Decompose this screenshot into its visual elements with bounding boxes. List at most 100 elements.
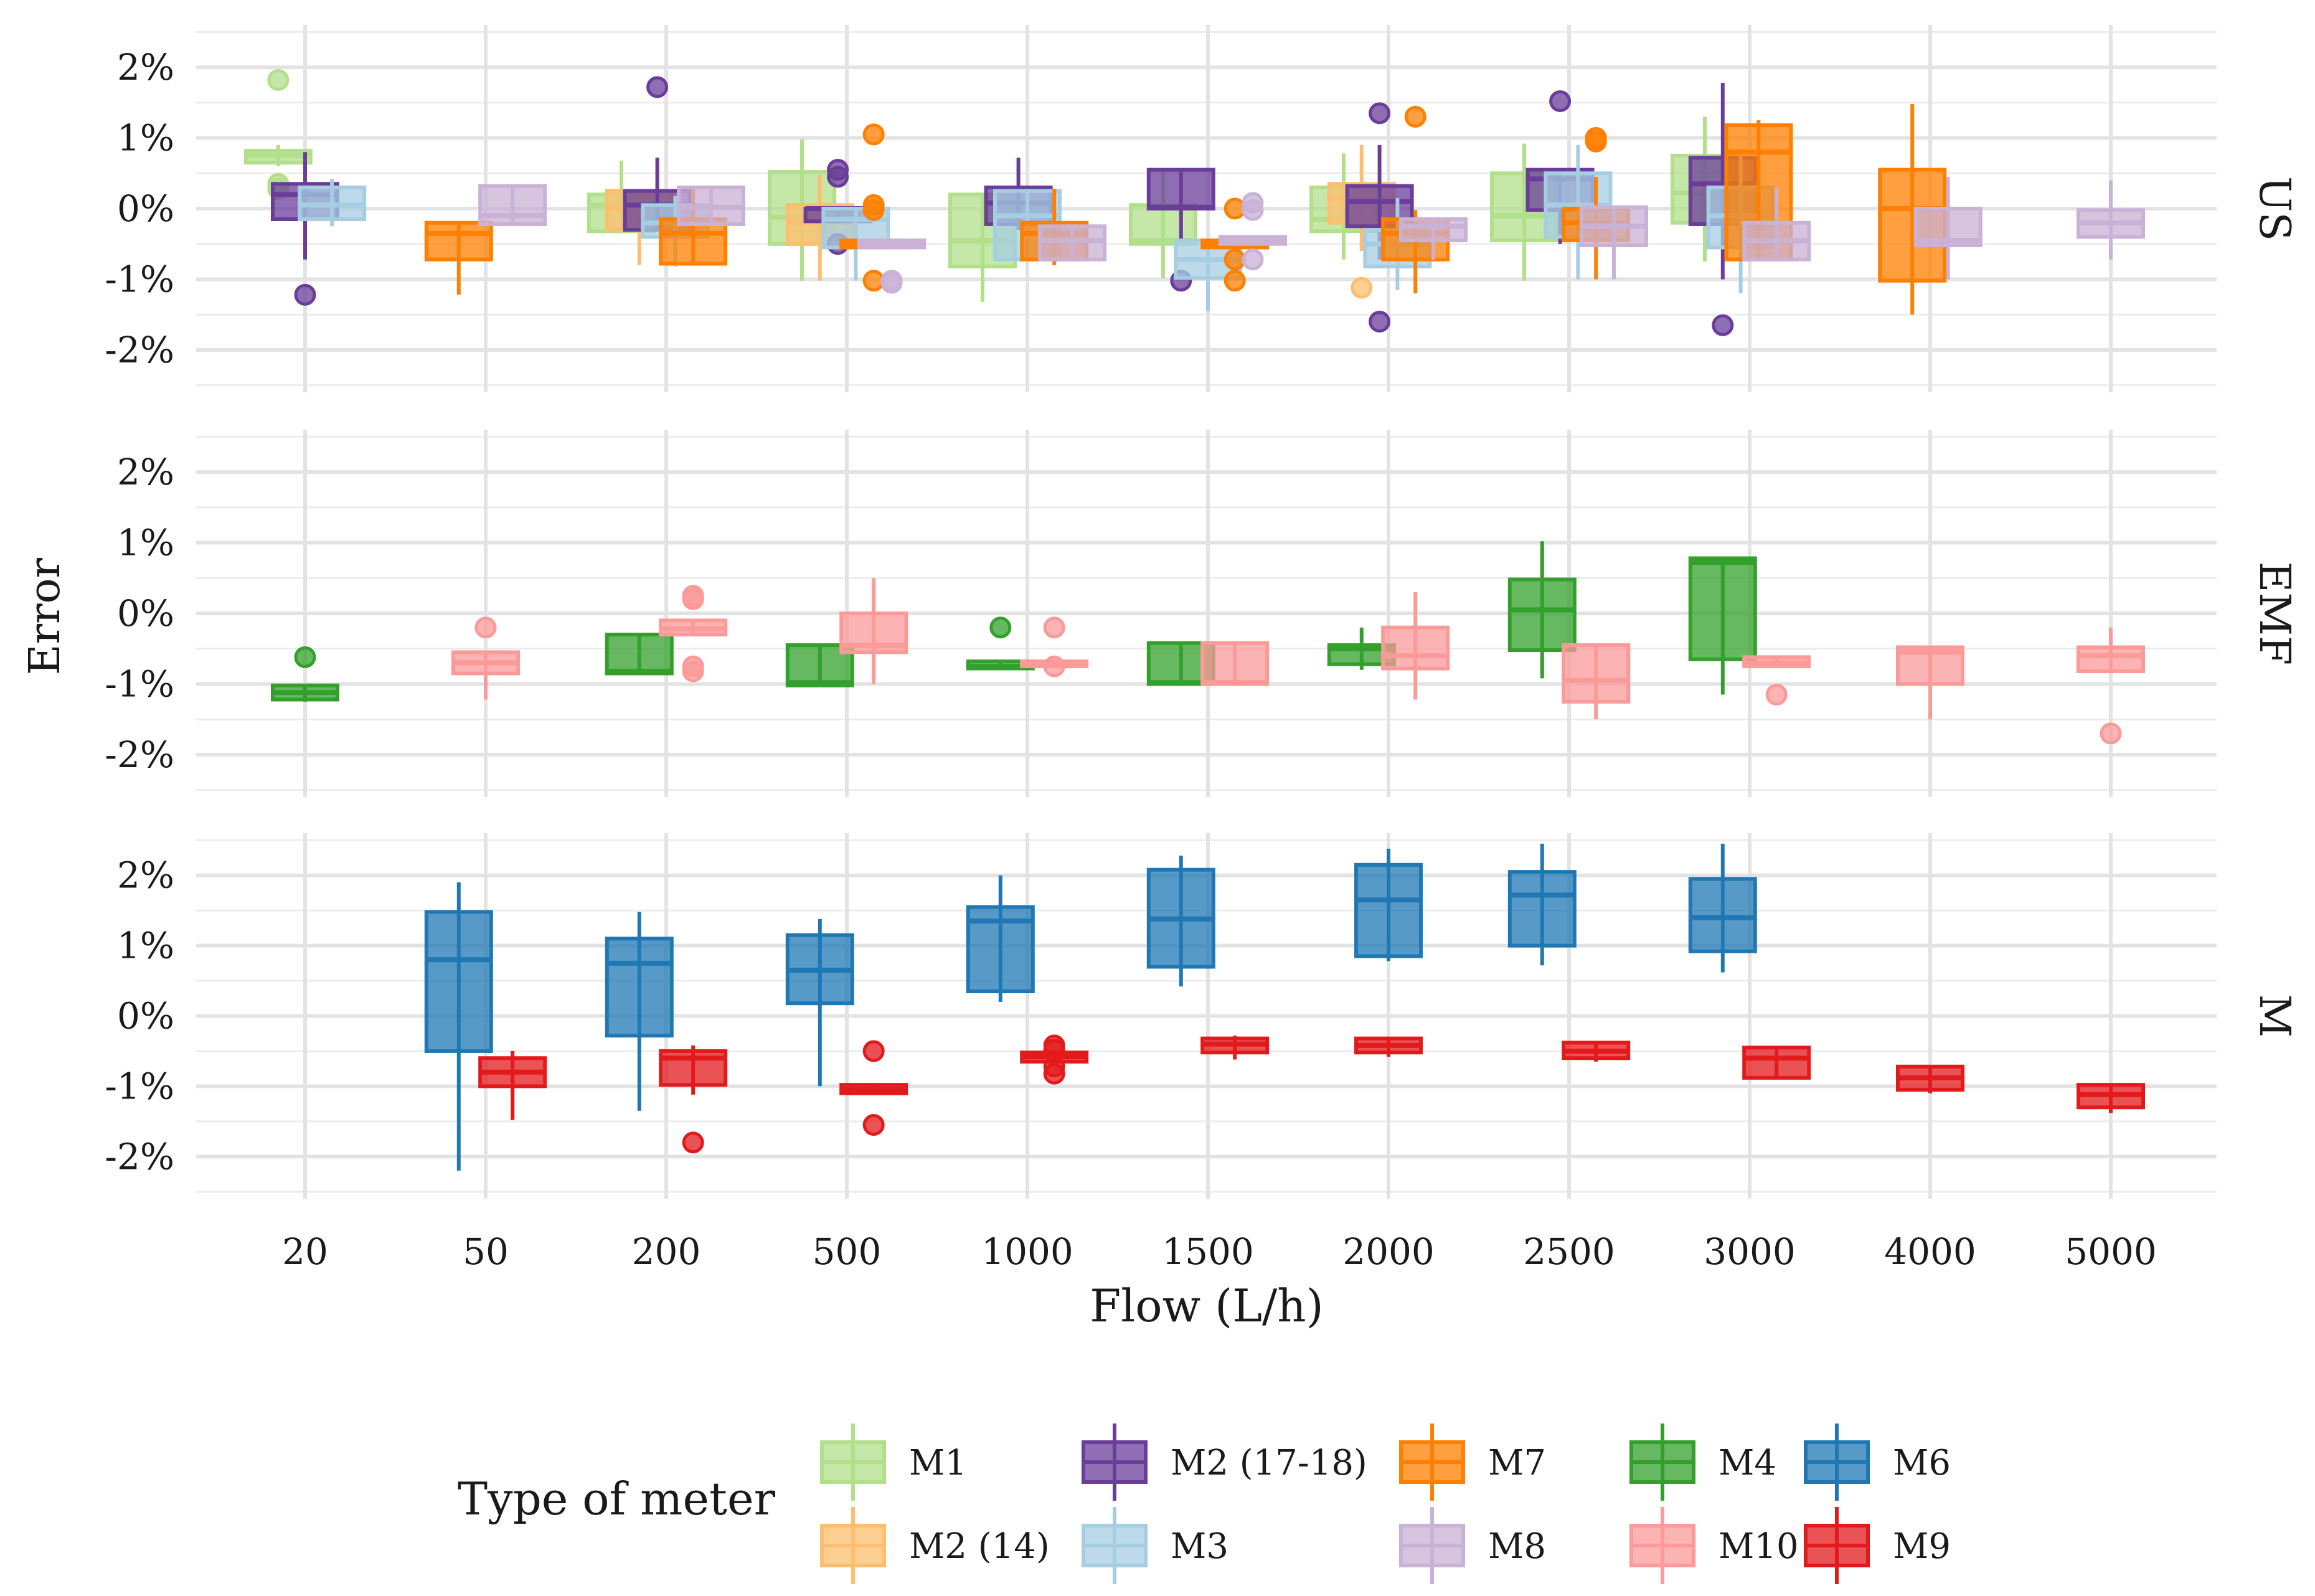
box-m9-2000: [1354, 1036, 1423, 1057]
x-tick-label: 4000: [1884, 1230, 1976, 1273]
outlier-point: [827, 166, 849, 188]
box-m7-200: [659, 187, 728, 266]
x-axis-title: Flow (L/h): [1090, 1280, 1323, 1332]
panel-label: M: [2250, 994, 2299, 1038]
outlier-point: [1242, 199, 1264, 221]
outlier-point: [1369, 311, 1391, 333]
box-m8-2000: [1399, 217, 1468, 260]
box-m8-3000: [1742, 187, 1811, 262]
box: [1200, 641, 1270, 686]
legend-label: M6: [1893, 1443, 1951, 1483]
y-tick-label: -1%: [105, 258, 174, 300]
outlier-point: [862, 199, 885, 221]
box-m9-50: [478, 1051, 547, 1120]
outlier-point: [1585, 130, 1607, 153]
legend-key: [1082, 1507, 1148, 1584]
outlier-point: [1224, 270, 1246, 292]
box-m6-50: [424, 882, 493, 1171]
outlier-point: [862, 270, 885, 292]
box-m10-1000: [1020, 616, 1089, 678]
box: [424, 910, 493, 1053]
box-m6-500: [785, 918, 854, 1087]
box-m4-200: [605, 633, 674, 676]
outlier-point: [1224, 248, 1246, 271]
panel-label: EMF: [2250, 562, 2299, 665]
legend-label: M9: [1893, 1526, 1951, 1567]
y-tick-label: -2%: [105, 329, 174, 371]
box-m9-3000: [1742, 1046, 1811, 1080]
box: [1399, 217, 1468, 243]
legend-key: [1629, 1507, 1695, 1584]
box-m7-50: [424, 220, 493, 295]
box-m8-50: [478, 184, 547, 226]
y-tick-label: 0%: [117, 187, 174, 230]
box-m9-4000: [1896, 1064, 1964, 1093]
outlier-point: [880, 272, 903, 294]
box-m6-1000: [966, 875, 1035, 1002]
outlier-point: [1404, 106, 1426, 128]
y-axis-title: Error: [21, 557, 70, 675]
legend-label: M10: [1719, 1526, 1799, 1567]
box-m8-1500: [1219, 192, 1287, 271]
outlier-point: [294, 646, 316, 668]
x-tick-label: 500: [813, 1230, 882, 1273]
y-tick-label: 2%: [117, 451, 174, 493]
box: [1381, 625, 1450, 671]
box-m6-200: [605, 912, 674, 1111]
box-m6-2500: [1507, 843, 1577, 966]
y-tick-label: 0%: [117, 995, 174, 1037]
box-m4-3000: [1688, 556, 1757, 695]
x-tick-label: 200: [632, 1230, 701, 1273]
x-tick-label: 2500: [1523, 1230, 1615, 1273]
y-tick-label: -1%: [105, 1065, 174, 1107]
legend-key: [1804, 1424, 1870, 1501]
box: [605, 937, 674, 1038]
x-tick-label: 3000: [1704, 1230, 1796, 1273]
y-tick-label: 1%: [117, 925, 174, 967]
legend-label: M8: [1488, 1526, 1546, 1567]
legend-label: M3: [1171, 1526, 1228, 1567]
box-m3-20: [298, 179, 367, 227]
box: [1688, 556, 1757, 661]
outlier-point: [474, 616, 497, 639]
x-tick-label: 1000: [981, 1230, 1073, 1273]
y-tick-label: 2%: [117, 46, 174, 88]
box: [1507, 577, 1577, 652]
box-m10-5000: [2077, 627, 2145, 745]
outlier-point: [682, 588, 704, 610]
outlier-point: [646, 76, 669, 98]
box-m10-3000: [1742, 655, 1811, 706]
box-m8-2500: [1580, 205, 1648, 280]
outlier-point: [1224, 197, 1246, 220]
box-m8-1000: [1038, 224, 1106, 262]
legend-label: M7: [1488, 1443, 1546, 1483]
box-m10-500: [839, 578, 908, 684]
box-m6-3000: [1688, 843, 1757, 973]
outlier-point: [989, 616, 1012, 639]
box: [424, 220, 493, 262]
box-m9-200: [659, 1045, 728, 1154]
y-tick-label: -2%: [105, 734, 174, 776]
outlier-point: [1043, 655, 1065, 678]
outlier-point: [1712, 314, 1734, 336]
box-m10-50: [451, 616, 520, 700]
box: [2077, 645, 2145, 674]
outlier-point: [1043, 1062, 1065, 1085]
outlier-point: [294, 283, 316, 306]
outlier-point: [2100, 722, 2122, 745]
box: [1354, 862, 1423, 958]
y-tick-label: -1%: [105, 663, 174, 705]
plot-layer: [243, 69, 2145, 1171]
panel-label: US: [2250, 176, 2299, 241]
box: [1742, 1046, 1811, 1080]
x-tick-label: 2000: [1342, 1230, 1435, 1273]
box-m10-2000: [1381, 592, 1450, 700]
legend-key: [1399, 1507, 1465, 1584]
box-m9-1500: [1200, 1036, 1270, 1060]
legend-label: M2 (14): [909, 1526, 1050, 1567]
box-m10-2500: [1562, 643, 1631, 720]
y-tick-label: 1%: [117, 522, 174, 564]
legend-key: [820, 1507, 886, 1584]
box-m1-20: [243, 69, 313, 200]
